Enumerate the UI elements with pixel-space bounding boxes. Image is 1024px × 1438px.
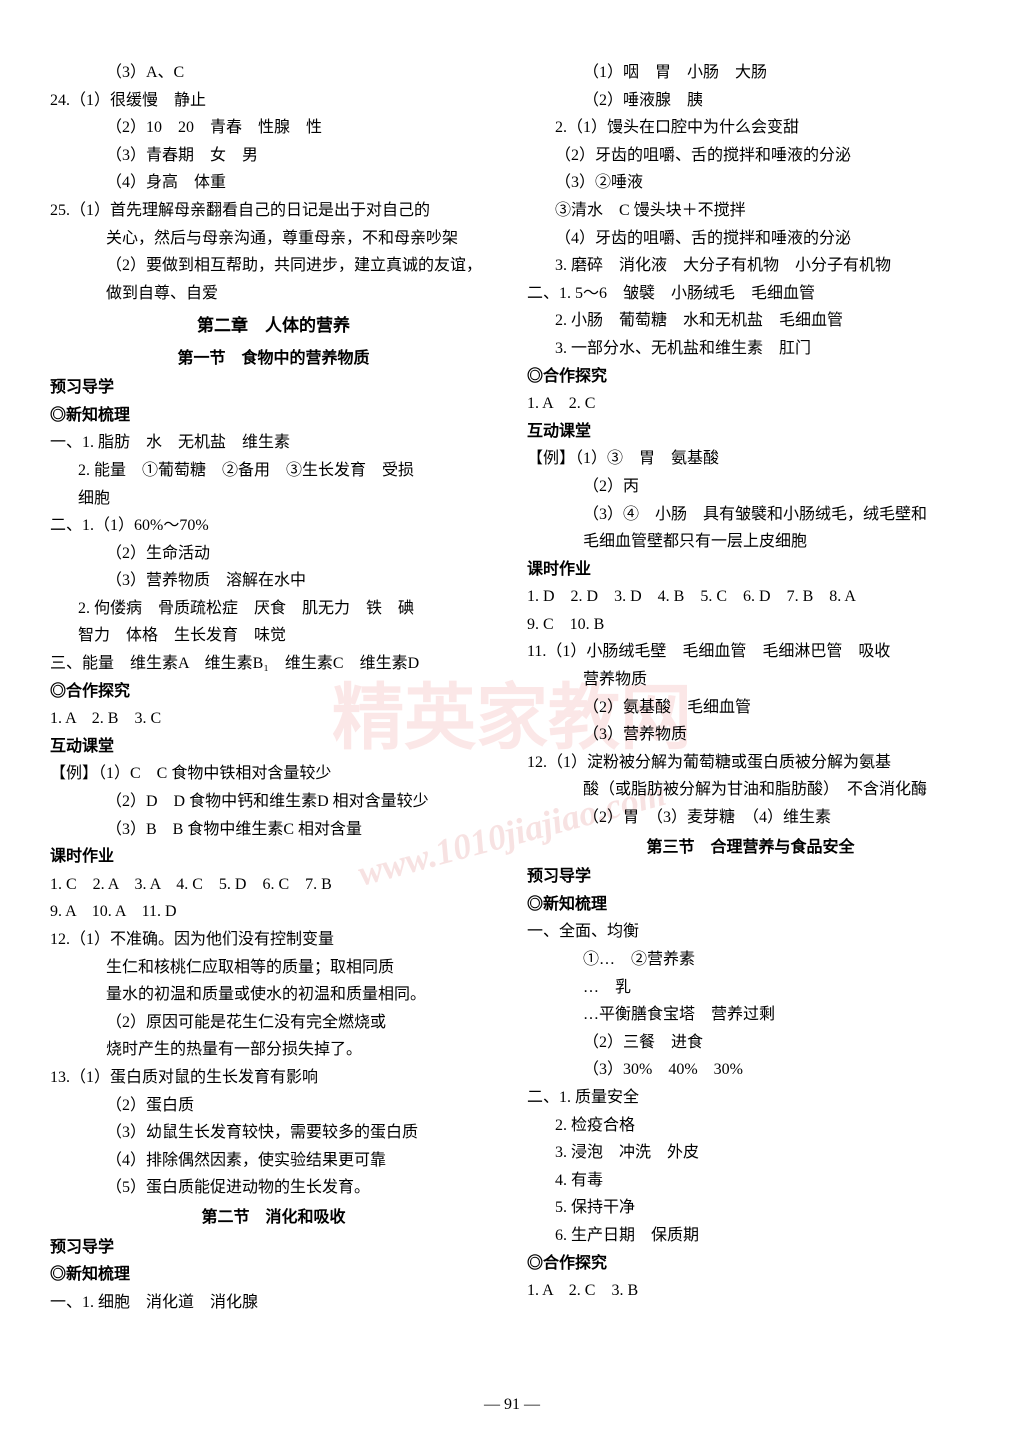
text-line: （2）蛋白质 (50, 1093, 497, 1119)
text-line: 1. C 2. A 3. A 4. C 5. D 6. C 7. B (50, 872, 497, 898)
text-line: 3. 一部分水、无机盐和维生素 肛门 (527, 336, 974, 362)
text-line: （2）牙齿的咀嚼、舌的搅拌和唾液的分泌 (527, 143, 974, 169)
text-line: （3）营养物质 溶解在水中 (50, 568, 497, 594)
text-line: （2）10 20 青春 性腺 性 (50, 115, 497, 141)
text-line: （3）④ 小肠 具有皱襞和小肠绒毛，绒毛壁和 (527, 502, 974, 528)
text-line: （4）身高 体重 (50, 170, 497, 196)
text-line: 2.（1）馒头在口腔中为什么会变甜 (527, 115, 974, 141)
text-line: 13.（1）蛋白质对鼠的生长发育有影响 (50, 1065, 497, 1091)
text-line: 3. 浸泡 冲洗 外皮 (527, 1140, 974, 1166)
text-line: （3）A、C (50, 60, 497, 86)
text-line: （2）唾液腺 胰 (527, 88, 974, 114)
text-line: 25.（1）首先理解母亲翻看自己的日记是出于对自己的 (50, 198, 497, 224)
text-line: 二、1. 5～6 皱襞 小肠绒毛 毛细血管 (527, 281, 974, 307)
text-line: 互动课堂 (527, 419, 974, 445)
text-line: …平衡膳食宝塔 营养过剩 (527, 1002, 974, 1028)
text-line: 1. A 2. C (527, 391, 974, 417)
left-column: （3）A、C24.（1）很缓慢 静止（2）10 20 青春 性腺 性（3）青春期… (50, 60, 497, 1398)
text-line: ◎合作探究 (50, 679, 497, 705)
right-column: （1）咽 胃 小肠 大肠（2）唾液腺 胰2.（1）馒头在口腔中为什么会变甜（2）… (527, 60, 974, 1398)
text-line: 做到自尊、自爱 (50, 281, 497, 307)
text-line: 1. D 2. D 3. D 4. B 5. C 6. D 7. B 8. A (527, 584, 974, 610)
text-line: 12.（1）不准确。因为他们没有控制变量 (50, 927, 497, 953)
text-line: 互动课堂 (50, 734, 497, 760)
text-line: ◎合作探究 (527, 364, 974, 390)
text-line: 细胞 (50, 486, 497, 512)
text-line: 5. 保持干净 (527, 1195, 974, 1221)
text-line: （2）要做到相互帮助，共同进步，建立真诚的友谊， (50, 253, 497, 279)
text-line: 二、1.（1）60%～70% (50, 513, 497, 539)
text-line: 课时作业 (50, 844, 497, 870)
text-line: 2. 佝偻病 骨质疏松症 厌食 肌无力 铁 碘 (50, 596, 497, 622)
text-line: 2. 小肠 葡萄糖 水和无机盐 毛细血管 (527, 308, 974, 334)
text-line: （2）胃 （3）麦芽糖 （4）维生素 (527, 805, 974, 831)
text-line: 预习导学 (50, 1235, 497, 1261)
text-line: 关心，然后与母亲沟通，尊重母亲，不和母亲吵架 (50, 226, 497, 252)
text-line: ◎合作探究 (527, 1251, 974, 1277)
text-line: （3）B B 食物中维生素C 相对含量 (50, 817, 497, 843)
text-line: 课时作业 (527, 557, 974, 583)
text-line: 量水的初温和质量或使水的初温和质量相同。 (50, 982, 497, 1008)
text-line: ◎新知梳理 (527, 892, 974, 918)
text-line: ①… ②营养素 (527, 947, 974, 973)
text-line: 24.（1）很缓慢 静止 (50, 88, 497, 114)
text-line: （3）青春期 女 男 (50, 143, 497, 169)
text-line: 9. A 10. A 11. D (50, 899, 497, 925)
text-line: 智力 体格 生长发育 味觉 (50, 623, 497, 649)
text-line: （2）生命活动 (50, 541, 497, 567)
text-line: 9. C 10. B (527, 612, 974, 638)
text-line: 第三节 合理营养与食品安全 (527, 835, 974, 861)
page-content: （3）A、C24.（1）很缓慢 静止（2）10 20 青春 性腺 性（3）青春期… (50, 60, 974, 1398)
text-line: 一、1. 脂肪 水 无机盐 维生素 (50, 430, 497, 456)
text-line: 12.（1）淀粉被分解为葡萄糖或蛋白质被分解为氨基 (527, 750, 974, 776)
text-line: 2. 检疫合格 (527, 1113, 974, 1139)
text-line: （3）幼鼠生长发育较快，需要较多的蛋白质 (50, 1120, 497, 1146)
text-line: 6. 生产日期 保质期 (527, 1223, 974, 1249)
text-line: 预习导学 (50, 375, 497, 401)
text-line: 1. A 2. B 3. C (50, 706, 497, 732)
text-line: 酸（或脂肪被分解为甘油和脂肪酸） 不含消化酶 (527, 777, 974, 803)
text-line: 营养物质 (527, 667, 974, 693)
text-line: 生仁和核桃仁应取相等的质量；取相同质 (50, 955, 497, 981)
text-line: 烧时产生的热量有一部分损失掉了。 (50, 1037, 497, 1063)
text-line: 【例】（1）C C 食物中铁相对含量较少 (50, 761, 497, 787)
text-line: （4）牙齿的咀嚼、舌的搅拌和唾液的分泌 (527, 226, 974, 252)
text-line: … 乳 (527, 975, 974, 1001)
text-line: （4）排除偶然因素，使实验结果更可靠 (50, 1148, 497, 1174)
text-line: 第一节 食物中的营养物质 (50, 346, 497, 372)
text-line: （2）丙 (527, 474, 974, 500)
text-line: 第二章 人体的营养 (50, 312, 497, 339)
text-line: （3）②唾液 (527, 170, 974, 196)
text-line: 【例】（1）③ 胃 氨基酸 (527, 446, 974, 472)
text-line: 毛细血管壁都只有一层上皮细胞 (527, 529, 974, 555)
text-line: 三、能量 维生素A 维生素B₁ 维生素C 维生素D (50, 651, 497, 677)
text-line: （3）30% 40% 30% (527, 1057, 974, 1083)
text-line: （2）原因可能是花生仁没有完全燃烧或 (50, 1010, 497, 1036)
text-line: （3）营养物质 (527, 722, 974, 748)
text-line: 预习导学 (527, 864, 974, 890)
text-line: 11.（1）小肠绒毛壁 毛细血管 毛细淋巴管 吸收 (527, 639, 974, 665)
text-line: （2）氨基酸 毛细血管 (527, 695, 974, 721)
text-line: （5）蛋白质能促进动物的生长发育。 (50, 1175, 497, 1201)
text-line: ◎新知梳理 (50, 1262, 497, 1288)
text-line: 1. A 2. C 3. B (527, 1278, 974, 1304)
text-line: 一、1. 细胞 消化道 消化腺 (50, 1290, 497, 1316)
text-line: 二、1. 质量安全 (527, 1085, 974, 1111)
text-line: （1）咽 胃 小肠 大肠 (527, 60, 974, 86)
text-line: 4. 有毒 (527, 1168, 974, 1194)
text-line: 2. 能量 ①葡萄糖 ②备用 ③生长发育 受损 (50, 458, 497, 484)
text-line: （2）D D 食物中钙和维生素D 相对含量较少 (50, 789, 497, 815)
text-line: ◎新知梳理 (50, 403, 497, 429)
text-line: 一、全面、均衡 (527, 919, 974, 945)
text-line: （2）三餐 进食 (527, 1030, 974, 1056)
text-line: ③清水 C 馒头块＋不搅拌 (527, 198, 974, 224)
text-line: 第二节 消化和吸收 (50, 1205, 497, 1231)
text-line: 3. 磨碎 消化液 大分子有机物 小分子有机物 (527, 253, 974, 279)
